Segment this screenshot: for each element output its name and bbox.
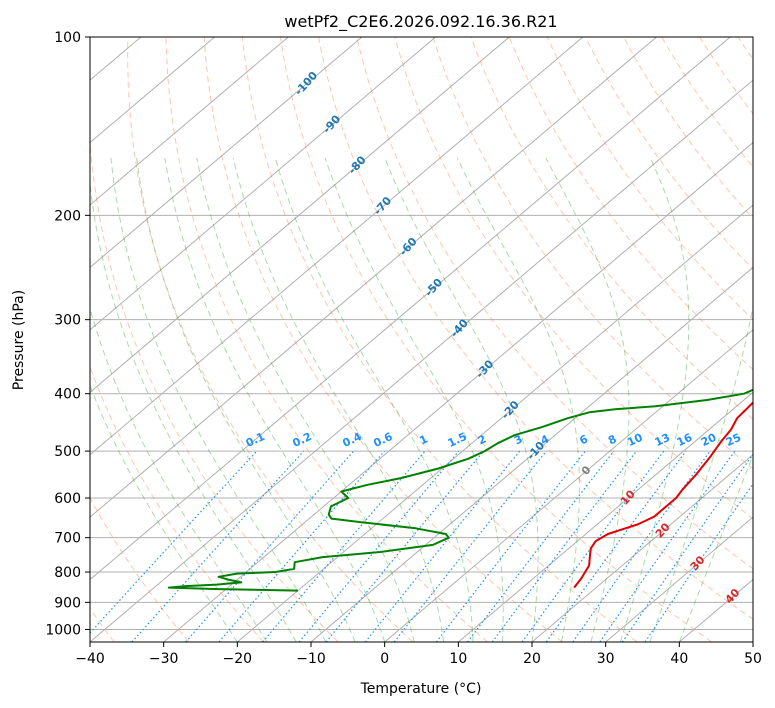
moist-adiabat-line <box>164 157 386 642</box>
mixing-ratio-label: 20 <box>699 431 719 449</box>
y-tick-label: 400 <box>54 387 81 403</box>
chart-title: wetPf2_C2E6.2026.092.16.36.R21 <box>284 12 557 32</box>
y-tick-label: 100 <box>54 30 81 46</box>
mixing-ratio-line <box>572 450 711 642</box>
x-tick-label: −20 <box>223 651 253 667</box>
isotherm-line <box>384 329 753 642</box>
x-tick-label: −10 <box>296 651 326 667</box>
x-tick-label: −40 <box>75 651 105 667</box>
background-lines <box>90 37 753 642</box>
y-tick-label: 800 <box>54 565 81 581</box>
moist-adiabat-line <box>324 157 504 642</box>
dry-adiabat-line <box>585 37 753 271</box>
mixing-ratio-label: 13 <box>653 431 672 449</box>
moist-adiabat-line <box>90 306 268 642</box>
moist-adiabat-line <box>110 157 327 642</box>
dewpoint-profile-line <box>167 388 753 592</box>
x-tick-label: 50 <box>744 651 762 667</box>
mixing-ratio-line <box>298 450 460 642</box>
y-tick-label: 500 <box>54 444 81 460</box>
moist-adiabat-line <box>456 157 580 642</box>
isotherm-line <box>90 37 657 518</box>
moist-adiabat-line <box>384 157 539 642</box>
y-tick-label: 1000 <box>45 622 81 638</box>
mixing-ratio-line <box>599 450 736 642</box>
dry-adiabat-line <box>318 37 753 620</box>
dry-adiabat-line <box>90 496 190 642</box>
dry-adiabat-line <box>279 37 712 642</box>
dry-adiabat-line <box>241 37 638 642</box>
moist-adiabat-line <box>274 157 474 642</box>
x-axis-title: Temperature (°C) <box>360 681 482 697</box>
isotherm-line <box>531 454 753 642</box>
mixing-ratio-line <box>467 450 615 642</box>
dry-adiabat-line <box>356 37 753 570</box>
dry-adiabat-line <box>90 37 339 642</box>
mixing-ratio-line <box>545 450 687 642</box>
isotherm-line <box>163 141 753 642</box>
y-axis-title: Pressure (hPa) <box>11 290 27 390</box>
y-tick-label: 600 <box>54 491 81 507</box>
isotherm-line <box>310 266 753 642</box>
mixing-ratio-line <box>393 450 547 642</box>
isotherm-line <box>90 37 731 581</box>
x-tick-label: 40 <box>670 651 688 667</box>
dry-adiabat-line <box>127 37 414 642</box>
mixing-ratio-label: 16 <box>675 431 695 449</box>
isotherm-line <box>90 37 289 206</box>
dry-adiabat-line <box>432 37 753 470</box>
x-tick-label: −30 <box>149 651 179 667</box>
temperature-profile-line <box>573 401 753 589</box>
moist-adiabat-line <box>196 157 415 642</box>
y-tick-label: 200 <box>54 208 81 224</box>
dry-adiabat-line <box>394 37 753 520</box>
dry-adiabat-line <box>203 37 563 642</box>
isotherm-line <box>90 37 215 144</box>
isotherm-line <box>237 204 753 642</box>
x-tick-label: 20 <box>523 651 541 667</box>
isotherm-line <box>458 391 753 642</box>
dry-adiabat-line <box>508 37 753 371</box>
mixing-ratio-label: 10 <box>625 431 645 449</box>
y-tick-label: 900 <box>54 595 81 611</box>
mixing-ratio-line <box>364 450 521 642</box>
mixing-ratio-label: 25 <box>724 431 743 449</box>
isotherm-line <box>90 37 510 393</box>
y-tick-label: 700 <box>54 531 81 547</box>
mixing-ratio-line <box>325 450 485 642</box>
moist-adiabat-line <box>619 157 690 642</box>
x-tick-label: 10 <box>449 651 467 667</box>
moist-adiabat-line <box>232 157 445 642</box>
moist-adiabat-line <box>136 157 356 642</box>
x-tick-label: 0 <box>380 651 389 667</box>
isotherm-line <box>90 37 436 331</box>
mixing-ratio-line <box>262 450 426 642</box>
mixing-ratio-line <box>435 450 586 642</box>
moist-adiabat-line <box>90 180 297 642</box>
y-tick-label: 300 <box>54 313 81 329</box>
dry-adiabat-line <box>661 37 753 168</box>
moist-adiabat-line <box>678 454 753 642</box>
dry-adiabat-line <box>165 37 488 642</box>
isotherm-line <box>90 37 363 269</box>
dry-adiabat-line <box>470 37 753 420</box>
isotherm-line <box>90 37 584 456</box>
plot-frame <box>89 36 754 643</box>
isotherm-line <box>90 79 753 642</box>
sounding-series <box>167 388 753 592</box>
mixing-ratio-line <box>131 450 305 642</box>
mixing-ratio-line <box>90 450 258 634</box>
axes: −40 −30 −20 −10 0 10 20 30 40 50 100 200 300 400 500 60… <box>45 30 762 667</box>
x-tick-label: 30 <box>597 651 615 667</box>
isotherm-line <box>605 516 753 642</box>
